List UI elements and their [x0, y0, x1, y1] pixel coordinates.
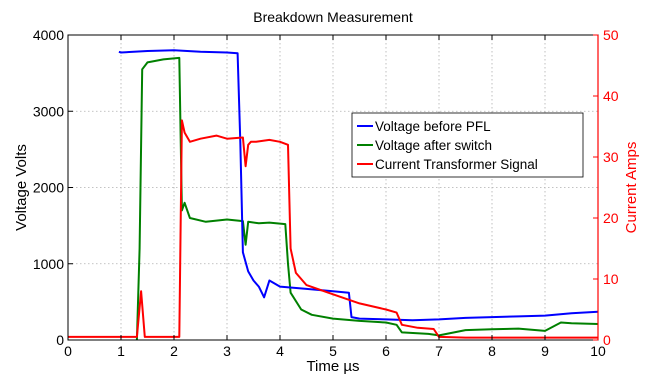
x-axis-label: Time µs [306, 358, 359, 375]
y-right-tick-label: 40 [603, 88, 619, 104]
y-axis-left-label: Voltage Volts [13, 144, 30, 231]
y-left-tick-label: 4000 [33, 27, 64, 43]
y-left-tick-label: 3000 [33, 103, 64, 119]
series-line-voltage-after-switch [135, 56, 599, 341]
x-tick-label: 2 [170, 343, 178, 359]
y-right-tick-label: 0 [603, 332, 611, 348]
x-tick-label: 7 [435, 343, 443, 359]
series-line-voltage-before-pfl [118, 49, 599, 322]
legend-label-voltage-after-switch: Voltage after switch [375, 138, 492, 153]
y-left-tick-label: 0 [56, 332, 64, 348]
x-tick-label: 8 [488, 343, 496, 359]
x-tick-label: 4 [276, 343, 284, 359]
y-right-tick-label: 50 [603, 27, 619, 43]
x-tick-label: 3 [223, 343, 231, 359]
y-right-tick-label: 30 [603, 149, 619, 165]
y-right-tick-label: 20 [603, 210, 619, 226]
legend: Voltage before PFL Voltage after switch … [351, 112, 584, 178]
y-left-tick-label: 1000 [33, 256, 64, 272]
x-tick-label: 9 [541, 343, 549, 359]
x-tick-label: 10 [590, 343, 606, 359]
y-right-tick-label: 10 [603, 271, 619, 287]
legend-box [351, 112, 584, 178]
legend-label-voltage-before-pfl: Voltage before PFL [375, 119, 491, 134]
series-line-current-transformer-signal [68, 119, 598, 339]
x-tick-label: 0 [64, 343, 72, 359]
series-layer [68, 49, 599, 341]
legend-label-current-transformer-signal: Current Transformer Signal [375, 157, 538, 172]
grid [68, 35, 598, 340]
chart-title: Breakdown Measurement [253, 9, 413, 25]
y-axis-right-label: Current Amps [623, 142, 640, 234]
x-tick-label: 5 [329, 343, 337, 359]
x-tick-label: 6 [382, 343, 390, 359]
x-tick-label: 1 [117, 343, 125, 359]
y-left-tick-label: 2000 [33, 180, 64, 196]
